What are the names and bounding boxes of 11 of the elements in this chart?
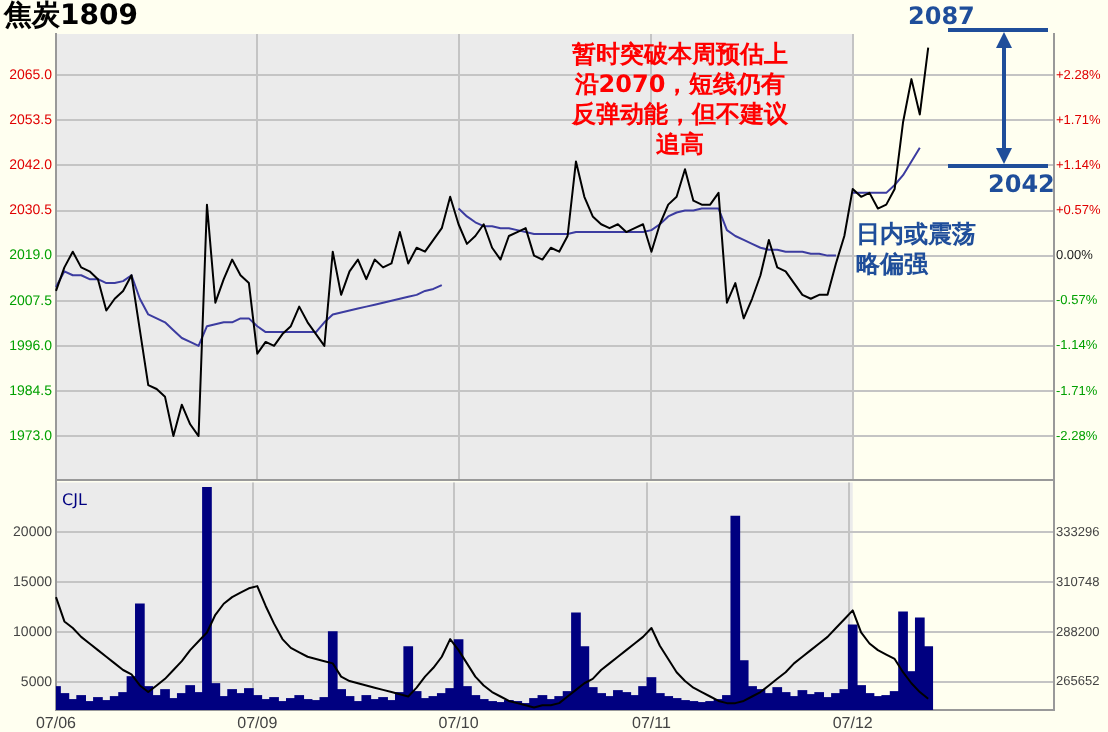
annotation: 暂时突破本周预估上沿2070，短线仍有反弹动能，但不建议追高 [569,40,790,160]
x-tick-label: 07/09 [237,714,279,732]
annotation: 日内或震荡略偏强 [856,220,978,280]
annotation: 2042 [988,170,1055,198]
x-tick-label: 07/10 [438,714,480,732]
text: CJL [62,490,88,509]
chart-title: 焦炭1809 [4,0,138,32]
x-tick-label: 07/06 [35,714,78,732]
x-tick-label: 07/12 [832,714,874,732]
x-tick-label: 07/11 [632,714,672,732]
text: 2087 [908,2,975,30]
